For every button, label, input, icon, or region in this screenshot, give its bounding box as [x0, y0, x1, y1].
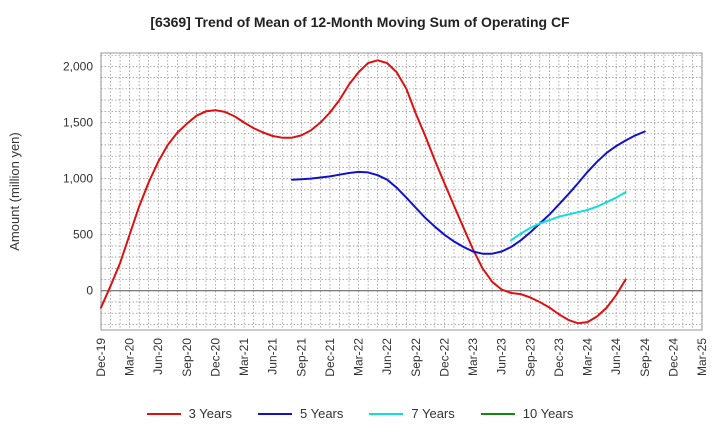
legend-swatch: [146, 412, 181, 415]
y-axis-label: Amount (million yen): [7, 132, 22, 251]
legend-swatch: [480, 412, 515, 415]
legend-item: 5 Years: [258, 406, 343, 421]
x-tick-label: Mar-21: [237, 338, 251, 376]
x-tick-label: Mar-25: [695, 338, 709, 376]
legend: 3 Years 5 Years 7 Years 10 Years: [0, 406, 720, 421]
x-tick-label: Dec-20: [208, 338, 222, 377]
x-tick-label: Dec-22: [437, 338, 451, 377]
y-tick-label: 1,000: [63, 172, 93, 186]
legend-label: 5 Years: [300, 406, 344, 421]
y-tick-label: 0: [86, 284, 93, 298]
legend-item: 7 Years: [369, 406, 455, 421]
series-line-7-years: [510, 191, 627, 242]
x-tick-label: Sep-22: [409, 338, 423, 377]
series-line-5-years: [290, 130, 646, 255]
line-chart: 0 500 1,000 1,500 2,000 Dec-19 Mar-20 Jun-20 Sep…: [7, 52, 709, 377]
plot-area: [100, 52, 703, 331]
legend-label: 3 Years: [188, 406, 232, 421]
x-tick-label: Mar-22: [352, 338, 366, 376]
x-tick-label: Jun-20: [151, 338, 165, 375]
x-tick-label: Mar-24: [581, 338, 595, 376]
x-tick-label: Dec-24: [666, 338, 680, 377]
x-tick-label: Mar-20: [123, 338, 137, 376]
x-tick-label: Mar-23: [466, 338, 480, 376]
y-tick-label: 2,000: [63, 59, 93, 73]
x-tick-label: Jun-24: [609, 338, 623, 375]
x-tick-label: Jun-22: [380, 338, 394, 375]
legend-swatch: [369, 412, 404, 415]
legend-label: 7 Years: [411, 406, 455, 421]
x-tick-label: Sep-20: [180, 338, 194, 377]
y-tick-label: 1,500: [63, 116, 93, 130]
grid-layer: [100, 52, 703, 331]
axis-layer: 0 500 1,000 1,500 2,000 Dec-19 Mar-20 Jun-20 Sep…: [63, 59, 709, 376]
x-tick-label: Sep-24: [638, 338, 652, 377]
x-tick-label: Sep-23: [523, 338, 537, 377]
x-tick-label: Jun-21: [266, 338, 280, 375]
legend-item: 3 Years: [146, 406, 232, 421]
legend-swatch: [258, 412, 292, 415]
series-line-3-years: [100, 59, 627, 325]
x-tick-label: Sep-21: [294, 338, 308, 377]
legend-label: 10 Years: [522, 406, 574, 421]
x-tick-label: Jun-23: [495, 338, 509, 375]
x-tick-label: Dec-23: [552, 338, 566, 377]
chart-title: [6369] Trend of Mean of 12-Month Moving …: [150, 14, 570, 30]
x-tick-label: Dec-19: [94, 338, 108, 377]
series-layer: [100, 59, 646, 325]
legend-item: 10 Years: [480, 406, 574, 421]
x-tick-label: Dec-21: [323, 338, 337, 377]
y-tick-label: 500: [73, 228, 93, 242]
